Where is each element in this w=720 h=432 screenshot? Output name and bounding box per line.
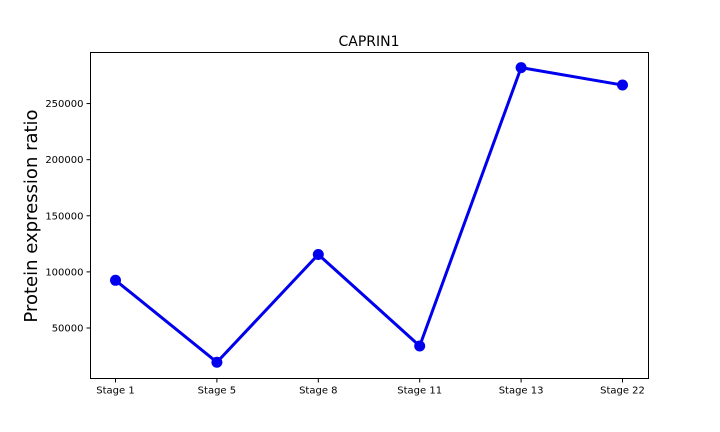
y-tick-label: 250000 bbox=[45, 99, 83, 110]
x-tick-label: Stage 11 bbox=[397, 386, 442, 397]
y-tick-label: 100000 bbox=[45, 267, 83, 278]
data-point bbox=[211, 356, 223, 368]
data-point bbox=[414, 340, 426, 352]
y-axis-label: Protein expression ratio bbox=[21, 109, 42, 322]
y-tick-label: 150000 bbox=[45, 211, 83, 222]
series-line bbox=[114, 66, 623, 364]
x-tick-label: Stage 8 bbox=[299, 386, 337, 397]
data-point bbox=[617, 79, 628, 91]
y-axis-ticks: 50000 100000 150000 200000 250000 bbox=[45, 99, 91, 335]
x-tick-label: Stage 1 bbox=[96, 386, 134, 397]
data-point bbox=[110, 274, 121, 286]
series-layer bbox=[110, 62, 628, 368]
x-tick-label: Stage 13 bbox=[499, 386, 544, 397]
x-tick-label: Stage 5 bbox=[198, 386, 236, 397]
x-tick-label: Stage 22 bbox=[600, 386, 645, 397]
plot-frame bbox=[90, 52, 649, 379]
x-axis-ticks: Stage 1 Stage 5 Stage 8 Stage 11 Stage 13 Sta… bbox=[96, 378, 645, 397]
chart-title: CAPRIN1 bbox=[338, 34, 399, 50]
data-point bbox=[515, 62, 527, 74]
data-point bbox=[312, 248, 324, 260]
y-tick-label: 50000 bbox=[52, 324, 84, 335]
y-tick-label: 200000 bbox=[45, 155, 83, 166]
